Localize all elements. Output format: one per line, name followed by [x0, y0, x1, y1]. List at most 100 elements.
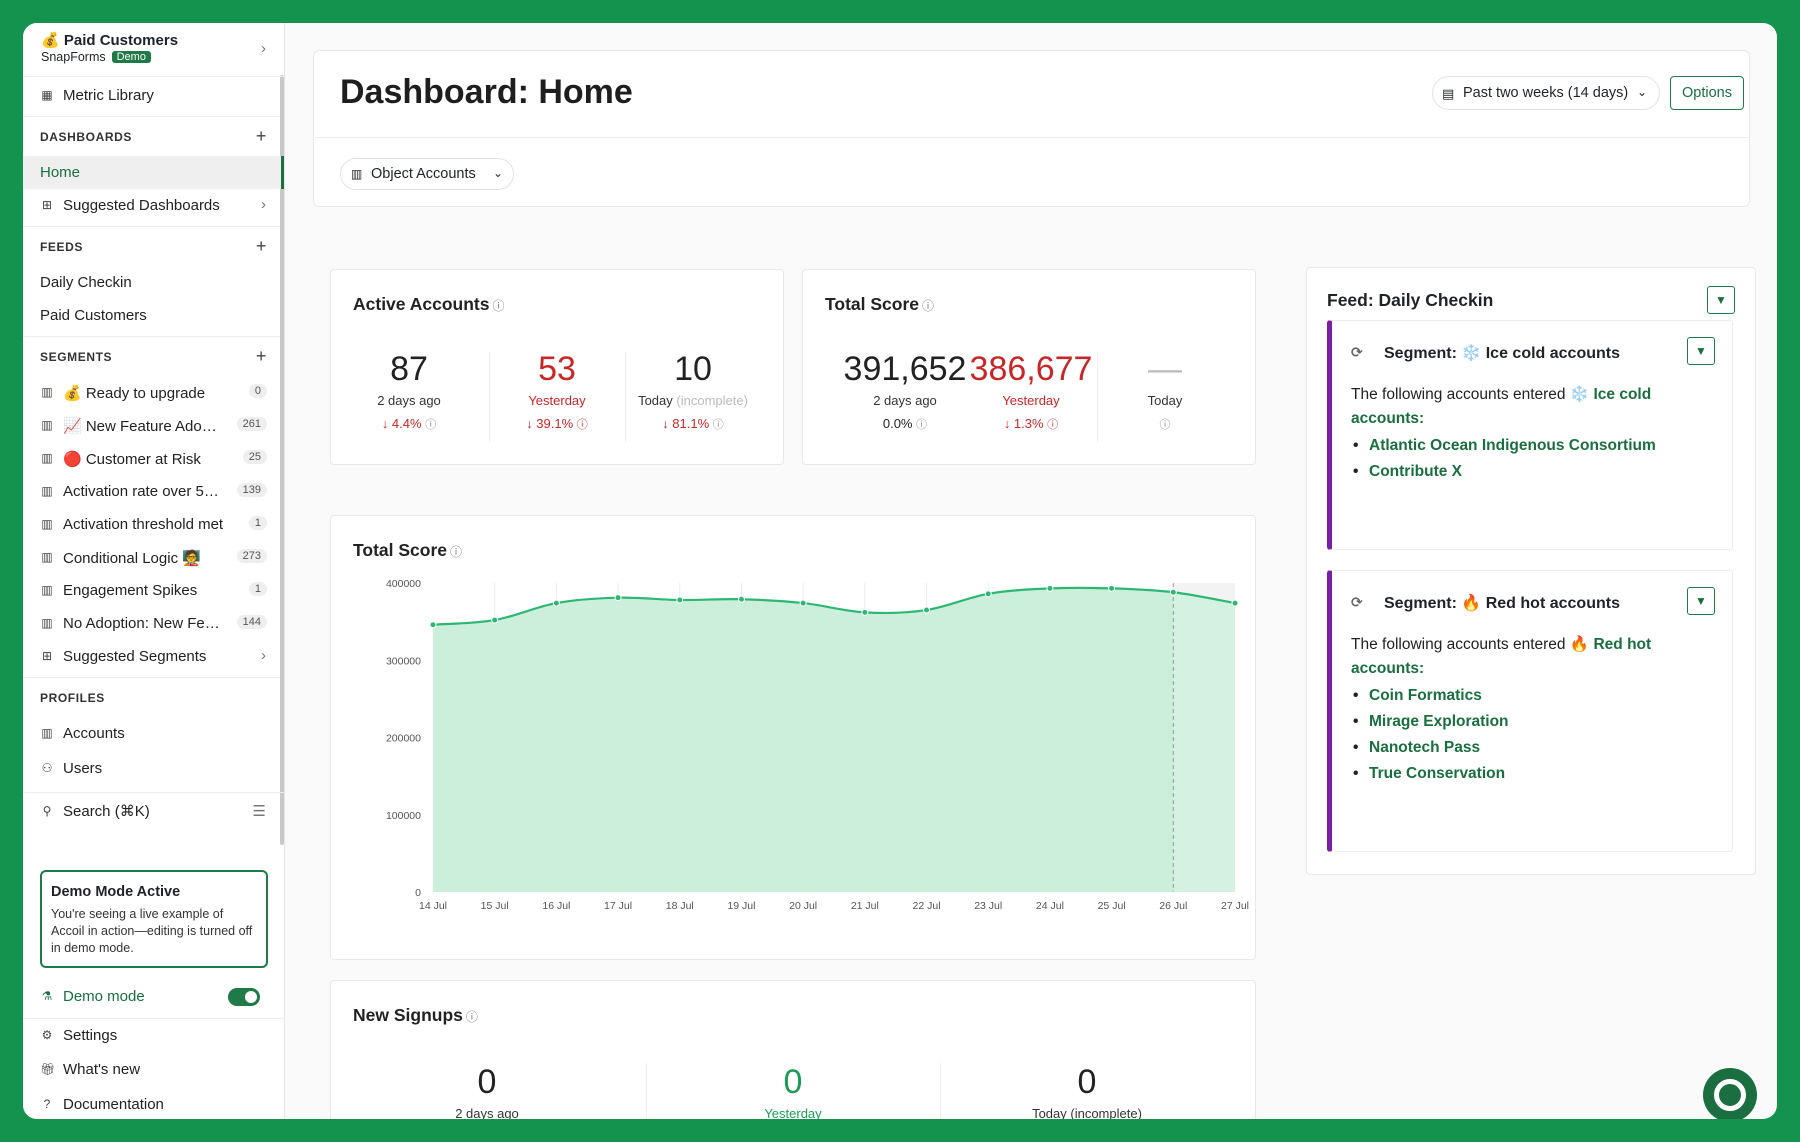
chevron-right-icon: › — [261, 647, 266, 664]
divider — [646, 1063, 647, 1119]
segment-count: 1 — [248, 582, 267, 596]
new-signups-card: New Signups ⓘ 0 2 days ago 0 Yesterday 0 … — [330, 980, 1256, 1119]
segment-link[interactable]: 🔥 Red hot accounts: — [1351, 636, 1652, 677]
sidebar-item-segment[interactable]: ▥ 📈 New Feature Adoption 261 — [23, 409, 284, 442]
account-link[interactable]: Coin Formatics — [1351, 683, 1711, 709]
sidebar-item-segment[interactable]: ▥ 💰 Ready to upgrade 0 — [23, 376, 284, 409]
help-chat-button[interactable] — [1703, 1068, 1757, 1119]
sidebar-item-users[interactable]: ⚇ Users — [41, 760, 103, 777]
stat-today: 10 Today (incomplete) ↓ 81.1% ⓘ — [638, 350, 748, 431]
sidebar-item-documentation[interactable]: ? Documentation — [23, 1088, 285, 1119]
x-tick-label: 19 Jul — [727, 900, 755, 912]
sidebar-scrollbar[interactable] — [280, 75, 284, 845]
total-score-area-chart[interactable]: 400000 300000 200000 100000 014 Jul 15 Jul 16 … — [331, 516, 1257, 961]
y-tick-label: 100000 — [386, 810, 421, 822]
info-icon[interactable]: ⓘ — [576, 419, 588, 431]
building-icon: ▥ — [41, 385, 53, 399]
card-title: Active Accounts ⓘ — [353, 294, 505, 314]
sidebar-item-segment[interactable]: ▥ Activation rate over 50% 139 — [23, 475, 284, 508]
building-icon: ▥ — [41, 418, 53, 432]
info-icon[interactable]: ⓘ — [916, 419, 928, 431]
chevron-right-icon: › — [261, 40, 266, 57]
feed-menu-button[interactable]: ▼ — [1707, 286, 1735, 314]
add-segment-icon[interactable]: + — [255, 346, 267, 366]
x-tick-label: 26 Jul — [1159, 900, 1187, 912]
info-icon[interactable]: ⓘ — [1047, 419, 1059, 431]
building-icon: ▥ — [41, 616, 53, 630]
x-tick-label: 18 Jul — [666, 900, 694, 912]
segment-link[interactable]: ❄️ Ice cold accounts: — [1351, 386, 1652, 427]
sidebar-item-whats-new[interactable]: 🎁︎ What's new — [40, 1061, 141, 1078]
info-icon[interactable]: ⓘ — [425, 419, 437, 431]
info-icon[interactable]: ⓘ — [922, 299, 935, 313]
calendar-icon: ▤ — [1442, 86, 1455, 101]
divider — [940, 1063, 941, 1119]
area-fill — [433, 587, 1235, 892]
add-feed-icon[interactable]: + — [255, 236, 267, 256]
data-point — [614, 594, 622, 602]
stat-two-days-ago: 87 2 days ago ↓ 4.4% ⓘ — [377, 350, 441, 431]
sidebar-item-segment[interactable]: ▥ Activation threshold met 1 — [23, 508, 284, 541]
sidebar-item-home[interactable]: Home — [23, 156, 284, 189]
options-button[interactable]: Options — [1670, 76, 1744, 110]
collapse-sidebar-icon[interactable]: ☰ — [252, 803, 266, 820]
info-icon[interactable]: ⓘ — [465, 1010, 478, 1024]
info-icon[interactable]: ⓘ — [712, 419, 724, 431]
x-tick-label: 17 Jul — [604, 900, 632, 912]
search-button[interactable]: ⚲ Search (⌘K) ☰ — [23, 792, 284, 829]
sidebar-item-segment[interactable]: ▥ No Adoption: New Feature 144 — [23, 607, 284, 640]
sidebar-item-feed-paid-customers[interactable]: Paid Customers — [40, 307, 147, 324]
sidebar-item-accounts[interactable]: ▥ Accounts — [41, 725, 125, 742]
info-icon[interactable]: ⓘ — [1159, 419, 1171, 431]
sidebar-item-segment[interactable]: ▥ 🔴 Customer at Risk 25 — [23, 442, 284, 475]
sidebar-item-settings[interactable]: ⚙ Settings — [23, 1018, 285, 1051]
sidebar-item-segment[interactable]: ▥ Conditional Logic 🧑‍🏫 273 — [23, 541, 284, 574]
sidebar-item-suggested-segments[interactable]: ⊞ Suggested Segments › — [41, 647, 266, 665]
total-score-chart-card: Total Score ⓘ 400000 300000 200000 100000 0 14… — [330, 515, 1256, 960]
info-icon[interactable]: ⓘ — [450, 545, 463, 559]
incomplete-overlay — [1173, 583, 1235, 892]
data-point — [861, 608, 869, 616]
account-link[interactable]: Atlantic Ocean Indigenous Consortium — [1351, 433, 1711, 459]
data-point — [552, 599, 560, 607]
segment-count: 139 — [236, 483, 267, 497]
feed-segment-card: ⟳ Segment: 🔥 Red hot accounts ▼ The foll… — [1327, 570, 1733, 852]
card-title: New Signups ⓘ — [353, 1005, 478, 1025]
org-switcher[interactable]: 💰 Paid Customers SnapForms Demo › — [23, 23, 284, 77]
object-filter[interactable]: ▥ Object Accounts ⌄ — [340, 158, 514, 190]
page-title: Dashboard: Home — [340, 73, 633, 111]
y-tick-label: 400000 — [386, 578, 421, 590]
data-point — [676, 596, 684, 604]
stat-yesterday: 386,677 Yesterday ↓ 1.3% ⓘ — [969, 350, 1093, 431]
account-link[interactable]: Contribute X — [1351, 459, 1711, 485]
x-tick-label: 21 Jul — [851, 900, 879, 912]
data-point — [1108, 584, 1116, 592]
sidebar-item-metric-library[interactable]: ▦ Metric Library — [41, 87, 154, 104]
sidebar-item-feed-daily-checkin[interactable]: Daily Checkin — [40, 274, 132, 291]
segment-menu-button[interactable]: ▼ — [1687, 337, 1715, 365]
segment-menu-button[interactable]: ▼ — [1687, 587, 1715, 615]
segments-section-header: SEGMENTS + — [23, 336, 284, 376]
sidebar-item-suggested-dashboards[interactable]: ⊞ Suggested Dashboards › — [41, 196, 266, 214]
chevron-right-icon: › — [261, 196, 266, 213]
dashboards-section-header: DASHBOARDS + — [23, 116, 284, 156]
account-link[interactable]: Nanotech Pass — [1351, 735, 1711, 761]
sidebar-item-segment[interactable]: ▥ Engagement Spikes 1 — [23, 574, 284, 607]
divider — [489, 352, 490, 442]
y-tick-label: 0 — [415, 887, 421, 899]
data-point — [737, 595, 745, 603]
building-icon: ▥ — [41, 583, 53, 597]
date-range-selector[interactable]: ▤ Past two weeks (14 days) ⌄ — [1432, 76, 1660, 110]
building-icon: ▥ — [41, 550, 53, 564]
demo-mode-toggle[interactable] — [228, 988, 260, 1006]
account-link[interactable]: Mirage Exploration — [1351, 709, 1711, 735]
account-list: Atlantic Ocean Indigenous Consortium Con… — [1351, 433, 1711, 485]
account-link[interactable]: True Conservation — [1351, 761, 1711, 787]
demo-mode-toggle-row[interactable]: ⚗ Demo mode — [23, 980, 285, 1013]
chevron-down-icon: ⌄ — [492, 166, 503, 180]
x-tick-label: 20 Jul — [789, 900, 817, 912]
add-dashboard-icon[interactable]: + — [255, 126, 267, 146]
data-point — [429, 621, 437, 629]
stat-today: 0 Today (incomplete) — [1032, 1063, 1142, 1119]
info-icon[interactable]: ⓘ — [492, 299, 505, 313]
